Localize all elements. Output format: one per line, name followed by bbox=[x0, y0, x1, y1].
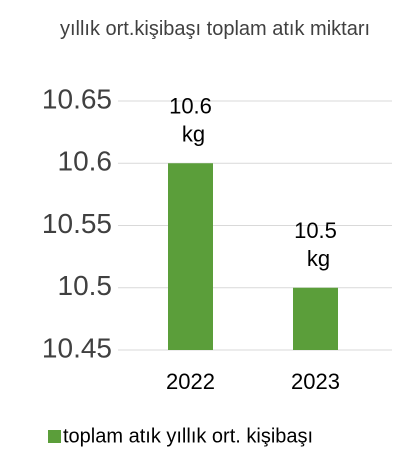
bar bbox=[293, 287, 338, 350]
y-tick-label: 10.55 bbox=[42, 208, 112, 239]
data-label: 10.6 kg bbox=[169, 93, 212, 146]
y-tick-label: 10.6 bbox=[58, 146, 113, 177]
y-tick-label: 10.5 bbox=[58, 270, 113, 301]
bar bbox=[168, 163, 213, 350]
x-tick-label: 2022 bbox=[166, 369, 215, 394]
y-tick-label: 10.65 bbox=[42, 83, 112, 114]
data-label: 10.5 kg bbox=[294, 218, 337, 271]
y-tick-label: 10.45 bbox=[42, 332, 112, 363]
legend-swatch bbox=[48, 430, 61, 443]
x-tick-label: 2023 bbox=[291, 369, 340, 394]
chart-title: yıllık ort.kişibaşı toplam atık miktarı bbox=[59, 18, 371, 40]
legend-label: toplam atık yıllık ort. kişibaşı bbox=[63, 425, 313, 447]
